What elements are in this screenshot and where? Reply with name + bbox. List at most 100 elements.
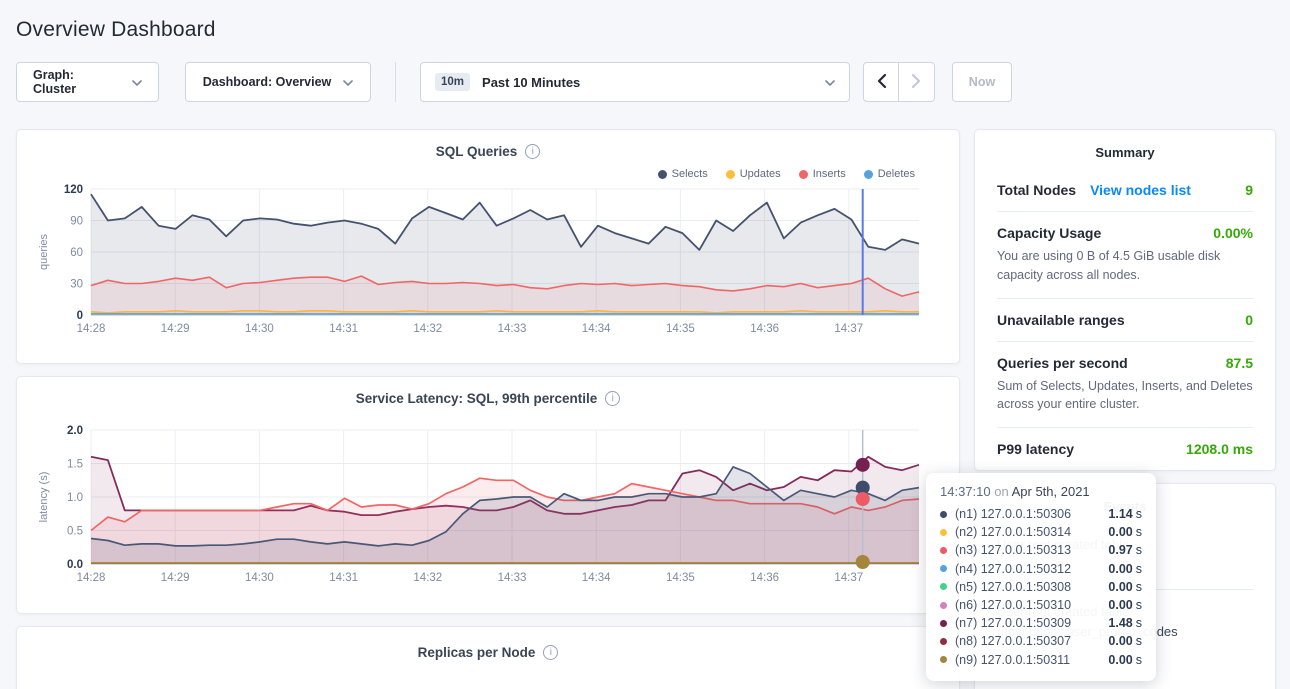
sql-queries-chart[interactable]: 14:2814:2914:3014:3114:3214:3314:3414:35…	[33, 181, 943, 339]
tooltip-node-label: (n5) 127.0.0.1:50308	[955, 580, 1071, 594]
tooltip-node-label: (n4) 127.0.0.1:50312	[955, 562, 1071, 576]
time-step-forward-button[interactable]	[899, 62, 935, 102]
svg-text:120: 120	[64, 184, 83, 196]
summary-item: P99 latency 1208.0 ms	[997, 427, 1253, 470]
tooltip-node-label: (n6) 127.0.0.1:50310	[955, 598, 1071, 612]
tooltip-node-row: (n4) 127.0.0.1:50312 0.00s	[940, 560, 1142, 578]
svg-text:2.0: 2.0	[67, 425, 83, 437]
legend-item-deletes[interactable]: Deletes	[864, 167, 915, 181]
svg-text:14:29: 14:29	[161, 323, 190, 335]
view-nodes-list-link[interactable]: View nodes list	[1090, 182, 1191, 198]
replicas-per-node-card: Replicas per Node	[16, 626, 960, 689]
tooltip-node-value: 0.00s	[1108, 562, 1142, 576]
dashboard-selector-dropdown[interactable]: Dashboard: Overview	[185, 62, 371, 102]
chevron-down-icon	[825, 75, 835, 89]
summary-item-label: P99 latency	[997, 441, 1074, 457]
now-button[interactable]: Now	[952, 62, 1012, 102]
series-color-dot-icon	[940, 583, 947, 590]
time-step-arrows	[863, 62, 935, 102]
sql-queries-title-row: SQL Queries	[33, 144, 943, 159]
svg-text:14:33: 14:33	[498, 572, 527, 584]
sql-queries-legend: Selects Updates Inserts Deletes	[33, 167, 915, 181]
summary-item-value: 0.00%	[1213, 225, 1253, 241]
legend-item-updates[interactable]: Updates	[726, 167, 781, 181]
tooltip-node-label: (n2) 127.0.0.1:50314	[955, 525, 1071, 539]
tooltip-node-row: (n7) 127.0.0.1:50309 1.48s	[940, 614, 1142, 632]
legend-item-selects[interactable]: Selects	[658, 167, 708, 181]
tooltip-node-row: (n1) 127.0.0.1:503061.14s	[940, 505, 1142, 523]
svg-text:14:36: 14:36	[750, 323, 779, 335]
time-step-back-button[interactable]	[863, 62, 899, 102]
svg-text:14:37: 14:37	[834, 572, 863, 584]
series-color-dot-icon	[940, 620, 947, 627]
svg-text:14:30: 14:30	[245, 572, 274, 584]
chevron-down-icon	[132, 75, 142, 89]
summary-item: Queries per second87.5Sum of Selects, Up…	[997, 341, 1253, 428]
legend-label: Deletes	[878, 168, 915, 180]
service-latency-title: Service Latency: SQL, 99th percentile	[356, 391, 598, 406]
svg-text:14:28: 14:28	[77, 323, 106, 335]
svg-text:latency (s): latency (s)	[38, 472, 50, 523]
tooltip-node-label: (n3) 127.0.0.1:50313	[955, 543, 1071, 557]
sql-queries-card: SQL Queries Selects Updates Inserts Deletes…	[16, 129, 960, 364]
summary-item-label: Total Nodes	[997, 182, 1076, 198]
page-title: Overview Dashboard	[16, 18, 1276, 42]
summary-items: Total NodesView nodes list9Capacity Usag…	[997, 169, 1253, 470]
legend-dot-icon	[799, 170, 808, 179]
series-color-dot-icon	[940, 547, 947, 554]
tooltip-node-value: 0.00s	[1108, 598, 1142, 612]
info-icon[interactable]	[525, 144, 540, 159]
svg-text:14:33: 14:33	[498, 323, 527, 335]
summary-item-value: 1208.0 ms	[1186, 441, 1253, 457]
graph-selector-label: Graph: Cluster	[33, 68, 120, 96]
replicas-title-row: Replicas per Node	[33, 645, 943, 660]
svg-text:14:34: 14:34	[582, 572, 611, 584]
summary-item-description: You are using 0 B of 4.5 GiB usable disk…	[997, 247, 1253, 285]
chart-hover-tooltip: 14:37:10 on Apr 5th, 2021 (n1) 127.0.0.1…	[926, 473, 1156, 681]
svg-text:14:29: 14:29	[161, 572, 190, 584]
info-icon[interactable]	[605, 391, 620, 406]
time-range-selector[interactable]: 10m Past 10 Minutes	[420, 62, 850, 102]
series-color-dot-icon	[940, 565, 947, 572]
summary-item-label: Queries per second	[997, 355, 1128, 371]
summary-heading: Summary	[997, 130, 1253, 169]
svg-text:90: 90	[70, 216, 83, 228]
tooltip-node-row: (n2) 127.0.0.1:503140.00s	[940, 523, 1142, 541]
tooltip-node-label: (n7) 127.0.0.1:50309	[955, 616, 1071, 630]
tooltip-node-row: (n5) 127.0.0.1:503080.00s	[940, 578, 1142, 596]
summary-item: Unavailable ranges0	[997, 298, 1253, 341]
graph-selector-dropdown[interactable]: Graph: Cluster	[16, 62, 159, 102]
legend-item-inserts[interactable]: Inserts	[799, 167, 846, 181]
svg-text:14:32: 14:32	[413, 323, 442, 335]
svg-text:14:35: 14:35	[666, 572, 695, 584]
time-range-label: Past 10 Minutes	[482, 75, 580, 90]
svg-text:1.5: 1.5	[67, 459, 83, 471]
tooltip-node-value: 0.00s	[1108, 653, 1142, 667]
chevron-right-icon	[912, 74, 921, 91]
svg-text:60: 60	[70, 247, 83, 259]
charts-column: SQL Queries Selects Updates Inserts Deletes…	[16, 129, 960, 689]
summary-item: Total NodesView nodes list9	[997, 169, 1253, 211]
service-latency-chart[interactable]: 14:2814:2914:3014:3114:3214:3314:3414:35…	[33, 422, 943, 588]
summary-item-description: Sum of Selects, Updates, Inserts, and De…	[997, 377, 1253, 415]
info-icon[interactable]	[543, 645, 558, 660]
summary-panel: Summary Total NodesView nodes list9Capac…	[974, 129, 1276, 471]
legend-label: Inserts	[813, 168, 846, 180]
svg-text:14:34: 14:34	[582, 323, 611, 335]
svg-text:1.0: 1.0	[67, 492, 83, 504]
tooltip-rows: (n1) 127.0.0.1:503061.14s(n2) 127.0.0.1:…	[940, 505, 1142, 669]
svg-text:14:31: 14:31	[329, 323, 358, 335]
service-latency-title-row: Service Latency: SQL, 99th percentile	[33, 391, 943, 406]
controls-divider	[395, 62, 396, 102]
svg-text:14:37: 14:37	[834, 323, 863, 335]
sql-queries-title: SQL Queries	[436, 144, 518, 159]
tooltip-node-value: 0.97s	[1108, 543, 1142, 557]
series-color-dot-icon	[940, 656, 947, 663]
tooltip-node-value: 1.48s	[1108, 616, 1142, 630]
series-color-dot-icon	[940, 638, 947, 645]
chevron-down-icon	[343, 75, 353, 89]
tooltip-node-value: 1.14s	[1108, 507, 1142, 521]
tooltip-node-row: (n3) 127.0.0.1:50313 0.97s	[940, 541, 1142, 559]
svg-text:queries: queries	[38, 233, 50, 270]
legend-dot-icon	[658, 170, 667, 179]
